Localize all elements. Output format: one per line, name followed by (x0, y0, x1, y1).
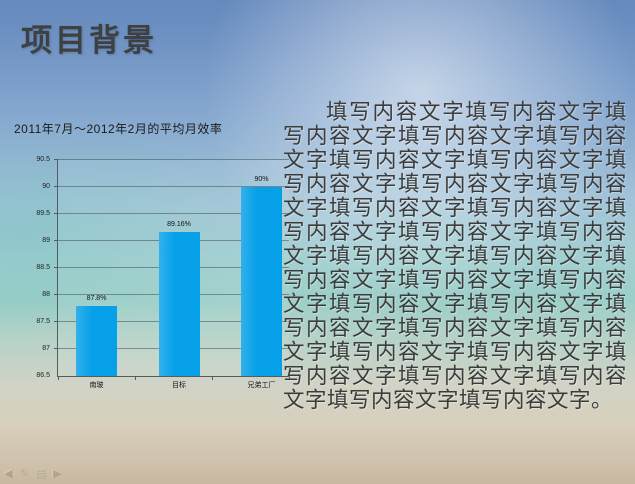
y-axis-tick (54, 267, 58, 268)
x-axis-label: 兄弟工厂 (247, 382, 276, 389)
bar-value-label: 89.16% (167, 221, 191, 229)
chart-y-axis: 86.5 87 87.5 88 88.5 89 89.5 90 90.5 (0, 156, 54, 379)
chart-bar-3 (241, 187, 282, 376)
slide-menu-icon[interactable]: ▤ (35, 468, 47, 480)
x-axis-tick (212, 376, 213, 380)
y-axis-label: 88.5 (36, 264, 50, 271)
x-axis-label: 南玻 (89, 382, 104, 389)
y-axis-label: 87 (42, 345, 50, 352)
y-axis-tick (54, 348, 58, 349)
x-axis-tick (135, 376, 136, 380)
body-text-placeholder: 填写内容文字填写内容文字填写内容文字填写内容文字填写内容文字填写内容文字填写内容… (283, 100, 627, 412)
y-axis-label: 90.5 (36, 156, 50, 163)
chart-bar-1 (76, 305, 117, 376)
pen-icon[interactable]: ✎ (19, 468, 29, 480)
y-axis-label: 87.5 (36, 318, 50, 325)
x-axis-tick (58, 376, 59, 380)
y-axis-label: 89.5 (36, 210, 50, 217)
chart-title: 2011年7月～2012年2月的平均月效率 (14, 122, 223, 136)
y-axis-tick (54, 213, 58, 214)
bar-value-label: 87.8% (86, 294, 107, 302)
gridline (58, 213, 289, 214)
next-slide-icon[interactable]: ▶ (53, 468, 62, 480)
chart-plot-area: 87.8% 南玻 89.16% 目标 90% 兄弟工厂 (54, 159, 290, 389)
slideshow-toolbar: ◀ ✎ ▤ ▶ (4, 467, 62, 481)
bar-value-label: 90% (254, 176, 269, 183)
gridline (58, 186, 289, 187)
y-axis-tick (54, 321, 58, 322)
previous-slide-icon[interactable]: ◀ (4, 468, 13, 480)
x-axis-tick (289, 376, 290, 380)
y-axis-label: 86.5 (36, 372, 50, 379)
gridline (58, 159, 289, 160)
y-axis-label: 88 (42, 291, 50, 298)
y-axis-tick (54, 159, 58, 160)
y-axis-label: 89 (42, 237, 50, 244)
chart-bar-2 (158, 232, 200, 376)
y-axis-tick (54, 186, 58, 187)
y-axis-label: 90 (42, 183, 50, 190)
x-axis-label: 目标 (172, 382, 186, 389)
slide-title: 项目背景 (21, 23, 157, 58)
y-axis-tick (54, 240, 58, 241)
y-axis-tick (54, 294, 58, 295)
